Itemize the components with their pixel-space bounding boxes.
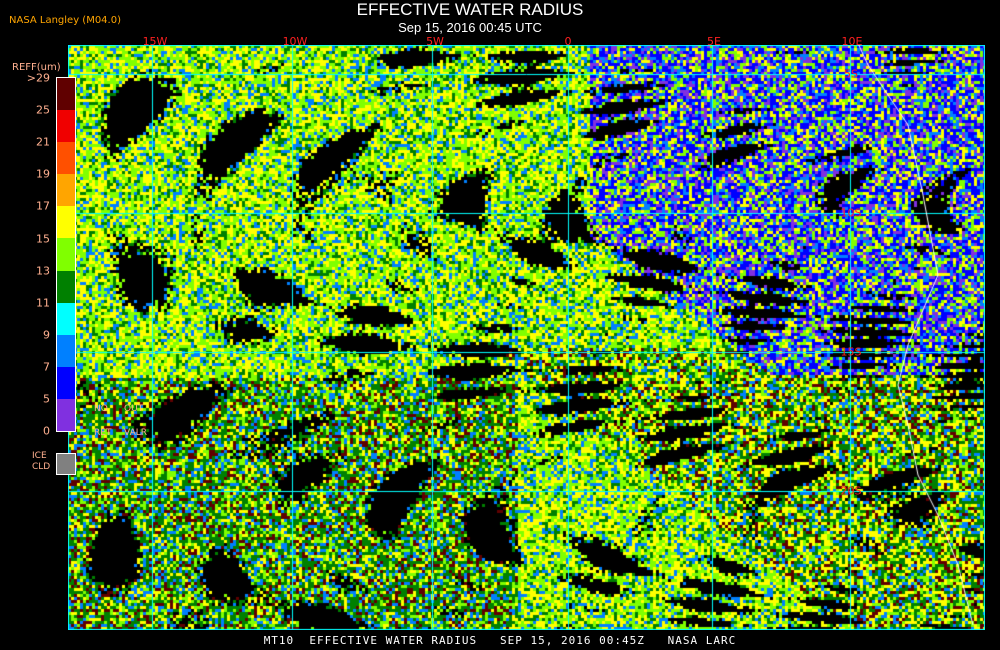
no-ret-label-1: NO: [94, 404, 108, 414]
ice-label-2: CLD: [32, 462, 51, 472]
satellite-image: [68, 45, 985, 630]
lon-label-5e: 5E: [707, 35, 721, 48]
credit-label: NASA Langley (M04.0): [9, 15, 121, 26]
color-bar-segment: [57, 110, 75, 143]
legend-tick: 17: [36, 199, 50, 213]
legend-tick: 21: [36, 135, 50, 149]
legend-tick: 9: [43, 328, 50, 342]
color-bar-segment: [57, 78, 75, 111]
color-bar-segment: [57, 398, 75, 432]
legend-tick: >29: [26, 71, 50, 85]
legend-tick: 15: [36, 232, 50, 245]
color-bar-segment: [57, 142, 75, 175]
color-bar-segment: [57, 366, 75, 399]
lat-label-15s: 15S: [840, 345, 862, 359]
legend-tick: 13: [36, 264, 50, 278]
no-ret-label-2: RET: [94, 428, 112, 438]
legend-tick: 7: [43, 360, 50, 374]
lon-label-15w: 15W: [142, 35, 168, 48]
out-valr-label-2: VALR: [124, 428, 148, 438]
color-bar-segment: [57, 174, 75, 207]
lon-label-5w: 5W: [426, 35, 444, 48]
lat-label-5s: 5S: [844, 67, 858, 81]
color-bar-segment: [57, 302, 75, 335]
legend-tick: 5: [43, 392, 50, 406]
lon-label-10w: 10W: [282, 35, 308, 48]
legend-tick: 0: [43, 424, 50, 438]
lat-label-20s: 20S: [840, 484, 862, 498]
ice-cloud-swatch: [56, 453, 76, 475]
legend-tick: 11: [36, 296, 50, 310]
color-bar-segment: [57, 270, 75, 303]
lat-label-10s: 10S: [840, 206, 862, 220]
color-bar: [56, 77, 76, 432]
legend-tick: 25: [36, 103, 50, 117]
color-bar-segment: [57, 334, 75, 367]
legend-tick: 19: [36, 167, 50, 181]
ice-label-1: ICE: [32, 451, 47, 461]
footer-caption: MT10 EFFECTIVE WATER RADIUS SEP 15, 2016…: [263, 634, 737, 647]
out-valr-label-1: OUT: [124, 404, 144, 414]
lon-label-10e: 10E: [841, 35, 863, 48]
lon-label-0: 0: [564, 35, 572, 48]
legend-title: REFF(um): [12, 62, 61, 73]
map-title: EFFECTIVE WATER RADIUS: [356, 0, 584, 19]
color-bar-segment: [57, 238, 75, 271]
color-bar-segment: [57, 206, 75, 239]
map-timestamp: Sep 15, 2016 00:45 UTC: [398, 20, 542, 35]
